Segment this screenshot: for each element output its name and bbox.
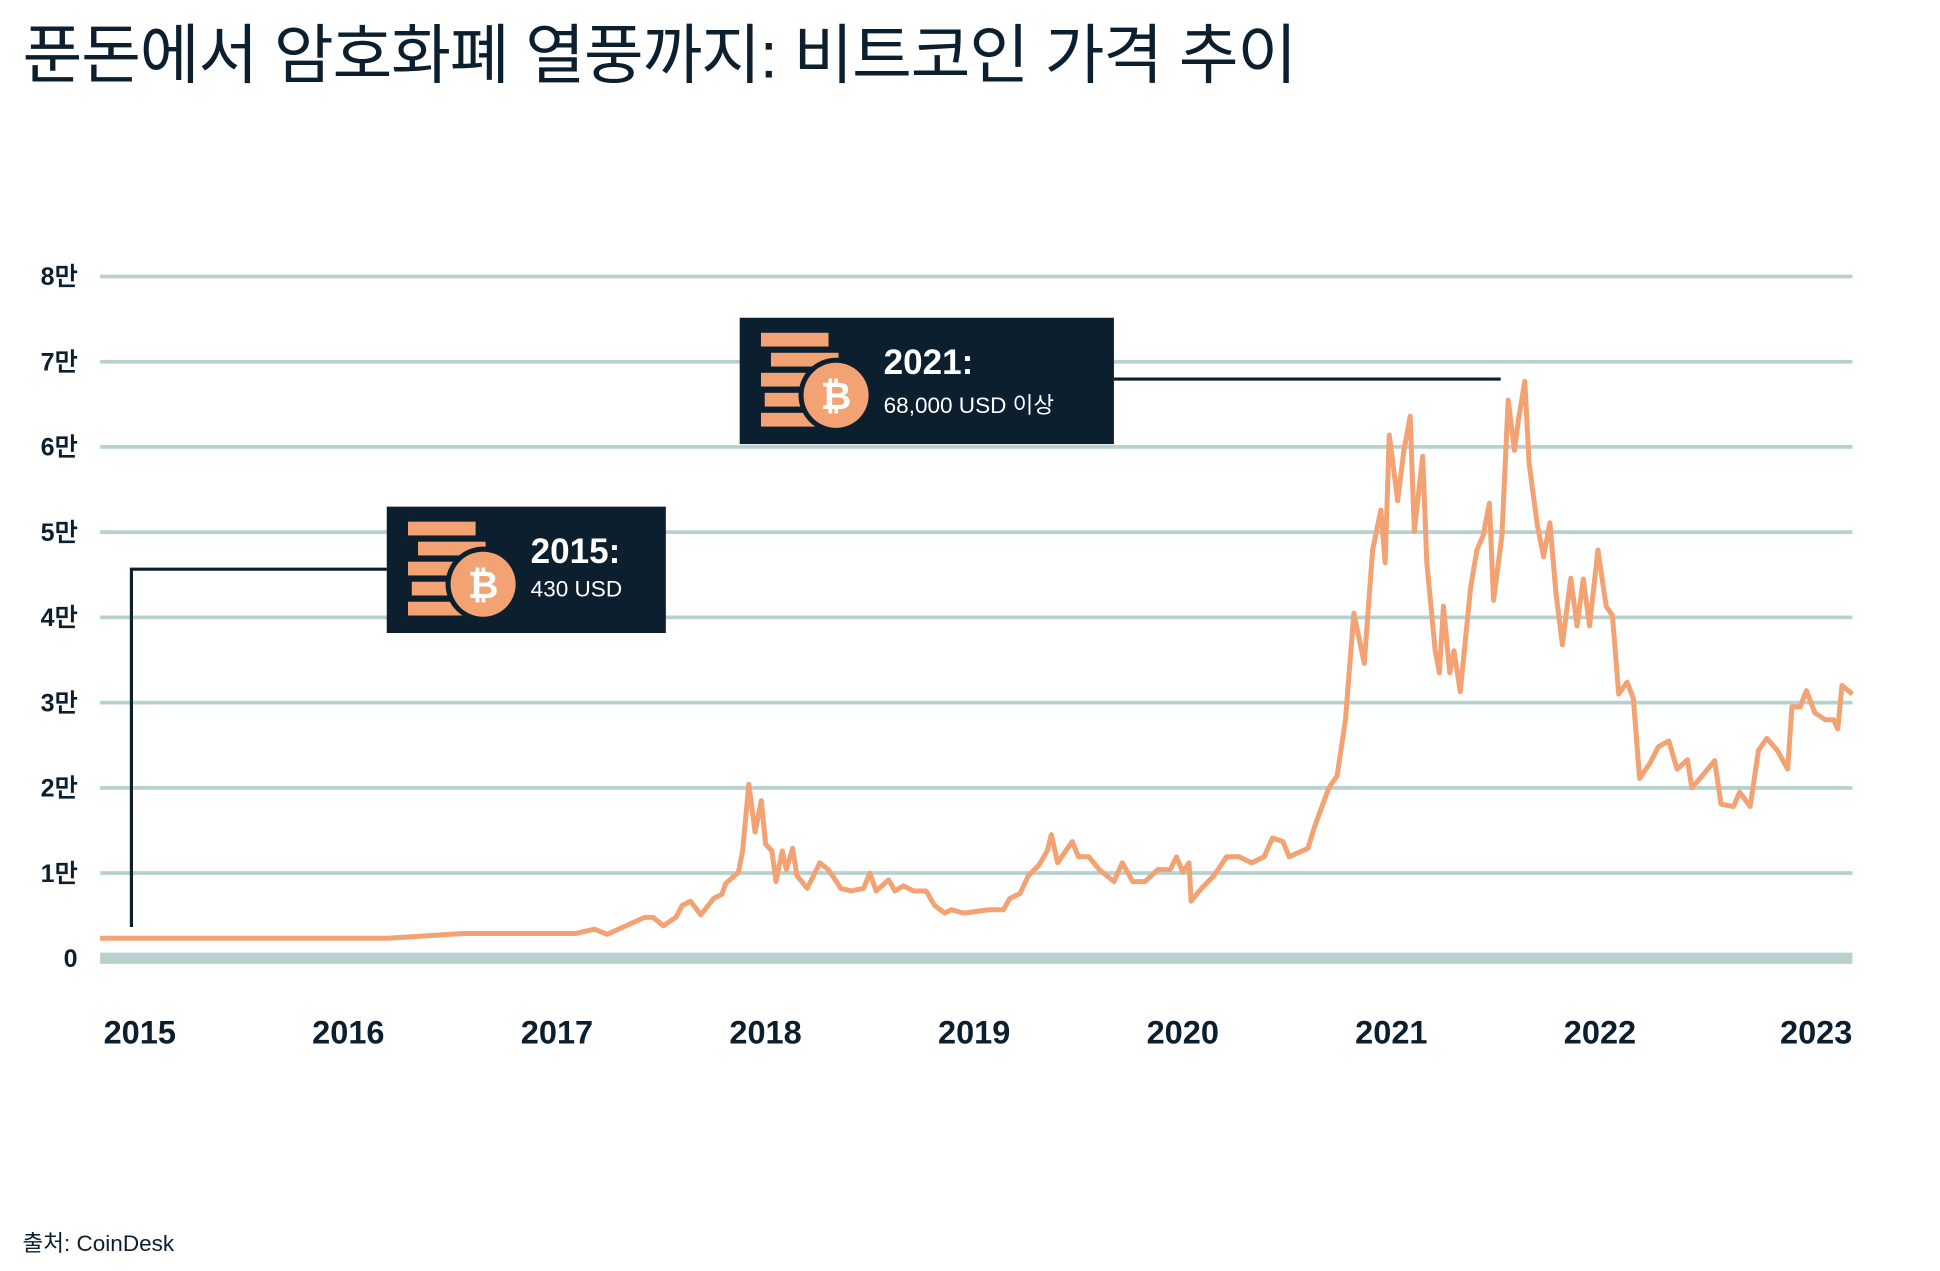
x-tick-label: 2018	[729, 1014, 801, 1050]
leader-line-2015	[129, 567, 387, 927]
x-tick-label: 2020	[1147, 1014, 1219, 1050]
annotation-year: 2021:	[883, 342, 974, 382]
y-tick-label: 6만	[41, 434, 78, 462]
annotation-2015: ₿ 2015: 430 USD	[386, 506, 666, 634]
y-tick-label: 7만	[41, 348, 78, 376]
y-tick-label: 0	[64, 945, 78, 973]
y-tick-label: 1만	[41, 860, 78, 888]
bitcoin-coins-icon: ₿	[408, 521, 521, 622]
annotation-2021: ₿ 2021: 68,000 USD 이상	[739, 317, 1114, 445]
svg-text:₿: ₿	[821, 374, 852, 418]
svg-text:₿: ₿	[468, 563, 499, 607]
y-tick-label: 3만	[41, 689, 78, 717]
source-note: 출처: CoinDesk	[22, 1230, 175, 1257]
x-tick-label: 2017	[521, 1014, 593, 1050]
x-tick-label: 2019	[938, 1014, 1010, 1050]
x-tick-label: 2021	[1355, 1014, 1427, 1050]
y-tick-label: 8만	[41, 263, 78, 291]
chart-title: 푼돈에서 암호화폐 열풍까지: 비트코인 가격 추이	[22, 20, 1298, 93]
y-tick-label: 2만	[41, 775, 78, 803]
x-tick-label: 2023	[1780, 1014, 1852, 1050]
annotation-value: 430 USD	[530, 576, 623, 602]
gridlines	[100, 274, 1853, 964]
price-line-series	[100, 378, 1854, 941]
annotation-year: 2015:	[530, 531, 621, 571]
bitcoin-coins-icon: ₿	[760, 332, 874, 433]
x-tick-label: 2015	[104, 1014, 176, 1050]
x-tick-label: 2016	[312, 1014, 384, 1050]
y-tick-label: 5만	[41, 519, 78, 547]
x-axis-ticks: 2015 2016 2017 2018 2019 2020 2021 2022 2023	[104, 1014, 1853, 1050]
x-tick-label: 2022	[1564, 1014, 1636, 1050]
y-tick-label: 4만	[41, 604, 78, 632]
y-axis-ticks: 0 1만 2만 3만 4만 5만 6만 7만 8만	[41, 263, 78, 973]
annotation-value: 68,000 USD 이상	[883, 392, 1055, 418]
